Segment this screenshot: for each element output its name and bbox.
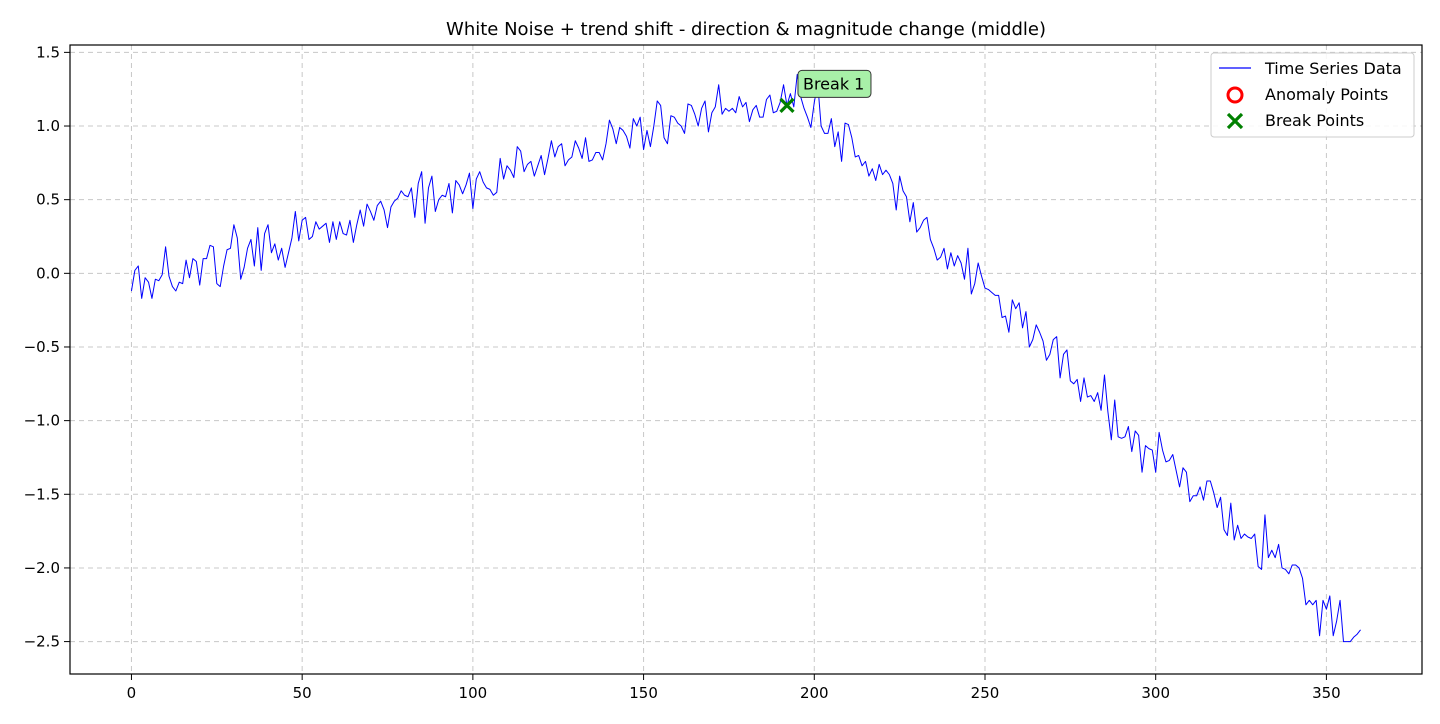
y-tick-label: 0.0 — [36, 264, 60, 282]
plot-frame — [69, 44, 1423, 675]
y-tick-label: −0.5 — [24, 338, 60, 356]
y-tick-label: −2.0 — [24, 559, 60, 577]
y-tick-label: 1.5 — [36, 43, 60, 61]
x-tick-label: 0 — [127, 684, 137, 702]
series-layer — [130, 73, 1361, 643]
x-tick-label: 50 — [293, 684, 312, 702]
grid — [70, 45, 1422, 674]
x-tick-label: 150 — [629, 684, 658, 702]
y-tick-label: 1.0 — [36, 117, 60, 135]
legend-break-marker — [1226, 112, 1244, 130]
x-tick-label: 250 — [971, 684, 1000, 702]
legend-label-series: Time Series Data — [1264, 59, 1402, 78]
y-tick-label: −1.0 — [24, 412, 60, 430]
x-tick-label: 100 — [459, 684, 488, 702]
annotation-label: Break 1 — [803, 74, 864, 93]
x-tick-label: 300 — [1141, 684, 1170, 702]
break-point — [779, 97, 795, 114]
y-tick-label: −2.5 — [24, 633, 60, 651]
legend-box — [1210, 52, 1415, 138]
y-tick-label: 0.5 — [36, 191, 60, 209]
x-tick-label: 200 — [800, 684, 829, 702]
chart-title: White Noise + trend shift - direction & … — [446, 19, 1046, 40]
legend-label-anomaly: Anomaly Points — [1265, 85, 1388, 104]
series-line — [130, 73, 1361, 643]
annotations: Break 1 — [797, 69, 872, 98]
legend: Time Series Data Anomaly Points Break Po… — [1210, 52, 1415, 138]
legend-label-break: Break Points — [1265, 111, 1364, 130]
legend-anomaly-marker — [1226, 86, 1244, 104]
markers — [779, 97, 795, 114]
axes: 0 50 100 150 200 250 300 350 1.5 1.0 0.5 0.0 −0.5 −1.… — [24, 43, 1341, 702]
annotation-box — [797, 69, 872, 98]
x-tick-label: 350 — [1312, 684, 1341, 702]
y-tick-label: −1.5 — [24, 485, 60, 503]
